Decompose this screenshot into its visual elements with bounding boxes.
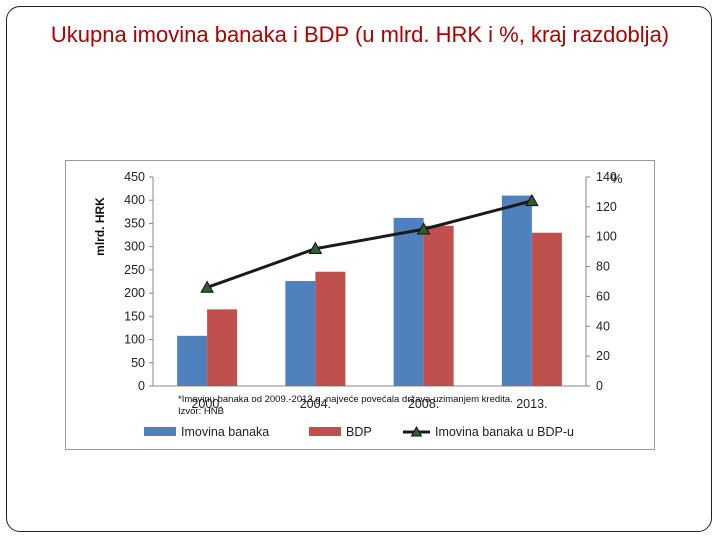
bar-bdp [207,309,238,386]
legend-label-bdp: BDP [346,425,372,439]
legend-label-imovina: Imovina banaka [181,425,269,439]
bar-bdp [423,225,454,386]
y-tick-label: 350 [124,216,145,230]
source-text: Izvor: HNB [178,406,224,417]
y2-axis-title: % [611,171,623,186]
y2-tick-label: 120 [596,200,617,214]
y-tick-label: 300 [124,240,145,254]
y-tick-label: 200 [124,286,145,300]
bar-imovina [501,195,532,386]
bar-imovina [285,281,316,386]
y-tick-label: 100 [124,333,145,347]
line-series [206,199,533,289]
y-axis-title: mlrd. HRK [93,197,107,256]
y2-tick-label: 40 [596,319,610,333]
y2-tick-label: 20 [596,349,610,363]
y-tick-label: 150 [124,309,145,323]
legend-swatch-bdp [309,427,341,436]
chart-footnote: *Imovinu banaka od 2009.-2013.g. najveće… [178,394,528,418]
y-tick-label: 50 [131,356,145,370]
legend-label-line: Imovina banaka u BDP-u [435,425,574,439]
x-tick-label: 2013. [516,397,547,411]
bar-imovina [177,335,208,386]
bar-bdp [531,232,562,386]
bar-imovina [393,217,424,386]
line-marker [308,241,323,254]
footnote-text: *Imovinu banaka od 2009.-2013.g. najveće… [178,394,513,405]
y-tick-label: 400 [124,193,145,207]
line-marker [416,222,431,235]
y-tick-label: 250 [124,263,145,277]
y2-tick-label: 0 [596,379,603,393]
line-marker [525,193,539,207]
y2-tick-label: 80 [596,260,610,274]
legend-line-marker [410,425,423,437]
x-tick-label: 2008. [408,397,439,411]
bar-bdp [315,271,346,386]
y-tick-label: 450 [124,170,145,184]
chart-container: 0 50 100 150 200 250 300 350 400 450 0 20 40 60 80 100 1… [65,160,655,450]
y2-tick-label: 60 [596,289,610,303]
x-tick-label: 2004. [300,397,331,411]
y2-tick-label: 100 [596,230,617,244]
x-tick-label: 2000. [191,397,222,411]
combo-chart: 0 50 100 150 200 250 300 350 400 450 0 20 40 60 80 100 1… [93,170,623,439]
slide-title: Ukupna imovina banaka i BDP (u mlrd. HRK… [50,22,670,47]
line-marker [200,280,214,293]
legend-swatch-imovina [144,427,176,436]
y-tick-label: 0 [138,379,145,393]
y2-tick-label: 140 [596,170,617,184]
